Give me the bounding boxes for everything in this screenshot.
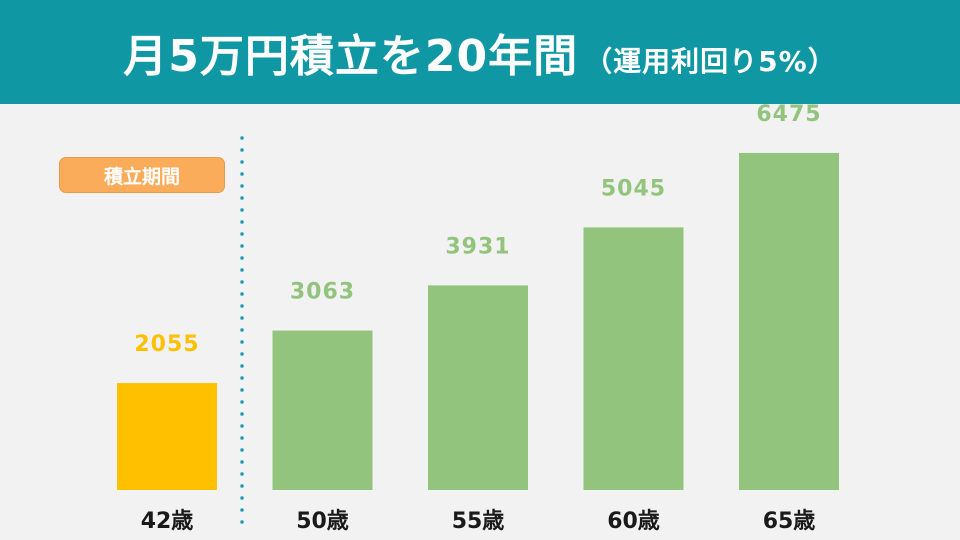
data-label-1: 3063	[290, 280, 355, 305]
category-label-3: 60歳	[607, 509, 660, 534]
chart-title: 月5万円積立を20年間 （運用利回り5%）	[123, 20, 836, 84]
data-label-0: 2055	[134, 332, 199, 357]
data-label-2: 3931	[445, 234, 510, 259]
bar-2	[428, 285, 528, 490]
category-label-1: 50歳	[296, 509, 349, 534]
title-main: 月5万円積立を20年間	[123, 31, 579, 82]
accumulation-period-badge: 積立期間	[59, 157, 225, 193]
category-label-4: 65歳	[763, 509, 816, 534]
data-label-4: 6475	[756, 102, 821, 127]
category-label-0: 42歳	[141, 509, 194, 534]
bar-1	[272, 330, 373, 490]
bar-4	[739, 152, 839, 491]
category-label-2: 55歳	[452, 509, 505, 534]
title-subtitle: （運用利回り5%）	[584, 45, 837, 78]
data-label-3: 5045	[601, 176, 666, 201]
bar-3	[583, 227, 684, 491]
header-bar: 月5万円積立を20年間 （運用利回り5%）	[0, 0, 960, 104]
bar-0	[117, 383, 217, 490]
